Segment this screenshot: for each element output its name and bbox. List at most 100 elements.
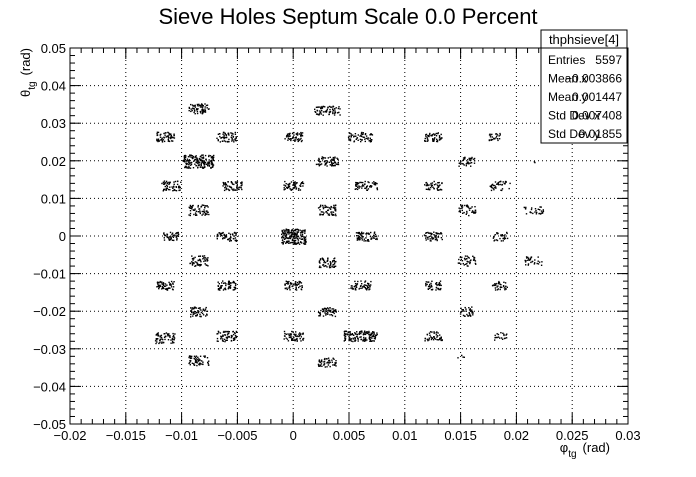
data-point: [283, 230, 286, 232]
data-point: [162, 139, 165, 141]
data-point: [292, 136, 294, 138]
data-point: [226, 141, 229, 143]
data-point: [469, 162, 471, 164]
data-point: [318, 157, 320, 160]
data-point: [157, 281, 159, 283]
data-point: [292, 187, 295, 189]
data-point: [195, 161, 197, 163]
data-point: [212, 164, 215, 166]
data-point: [284, 138, 286, 140]
data-point: [220, 137, 222, 139]
data-point: [428, 338, 430, 341]
data-point: [431, 233, 433, 235]
data-point: [424, 140, 426, 142]
data-point: [470, 162, 473, 164]
data-point: [293, 229, 295, 232]
data-point: [222, 289, 225, 291]
data-point: [369, 140, 372, 142]
data-point: [504, 287, 506, 289]
data-point: [194, 261, 196, 263]
data-point: [283, 241, 285, 243]
data-point: [538, 261, 541, 263]
data-point: [436, 140, 439, 143]
stats-row-value: 0.007408: [572, 109, 622, 123]
data-point: [315, 106, 318, 108]
data-point: [203, 209, 205, 211]
data-point: [488, 134, 491, 136]
data-point: [344, 338, 347, 340]
data-point: [335, 260, 337, 263]
data-point: [461, 209, 463, 212]
data-point: [200, 315, 202, 318]
data-point: [360, 336, 362, 338]
data-point: [319, 262, 321, 264]
data-point: [199, 364, 201, 366]
data-point: [348, 135, 350, 137]
data-point: [296, 284, 298, 286]
data-point: [364, 133, 367, 135]
data-point: [296, 234, 298, 237]
data-point: [508, 187, 510, 190]
data-point: [334, 362, 336, 364]
data-point: [185, 162, 187, 164]
data-point: [156, 138, 158, 140]
data-point: [201, 210, 203, 213]
data-point: [529, 258, 532, 261]
data-point: [357, 232, 359, 234]
data-point: [216, 238, 218, 240]
data-point: [326, 108, 328, 111]
x-tick-label: −0.02: [54, 428, 87, 443]
data-point: [327, 259, 329, 261]
data-point: [223, 282, 225, 284]
data-point: [440, 133, 442, 136]
data-point: [324, 206, 326, 209]
data-point: [343, 334, 346, 336]
data-point: [359, 186, 361, 188]
data-point: [187, 163, 189, 165]
data-point: [201, 160, 203, 162]
data-point: [202, 361, 204, 363]
data-point: [293, 283, 295, 285]
data-point: [533, 161, 536, 163]
data-point: [305, 238, 307, 240]
x-tick-label: 0: [290, 428, 297, 443]
data-point: [285, 183, 287, 185]
data-point: [169, 283, 172, 285]
data-point: [468, 261, 470, 263]
data-point: [158, 335, 160, 337]
data-point: [203, 260, 205, 263]
data-point: [494, 234, 496, 236]
data-point: [281, 230, 283, 233]
data-point: [198, 363, 200, 366]
data-point: [165, 335, 167, 338]
data-point: [433, 140, 435, 142]
data-point: [323, 261, 325, 264]
data-point: [349, 333, 351, 335]
data-point: [334, 108, 336, 110]
data-point: [431, 135, 433, 137]
data-point: [322, 158, 324, 160]
data-point: [497, 139, 499, 142]
data-point: [219, 135, 221, 138]
data-point: [173, 239, 175, 242]
data-point: [171, 140, 173, 142]
data-point: [319, 112, 321, 114]
data-point: [435, 234, 437, 236]
data-point: [224, 282, 226, 284]
data-point: [189, 154, 191, 157]
data-point: [295, 233, 297, 236]
data-point: [298, 243, 301, 245]
data-point: [434, 137, 436, 139]
data-point: [161, 342, 163, 344]
data-point: [294, 281, 297, 283]
data-point: [171, 235, 173, 237]
data-point: [295, 187, 298, 189]
data-point: [359, 336, 361, 338]
data-point: [364, 280, 367, 282]
y-tick-label: 0.03: [41, 116, 66, 131]
data-point: [203, 355, 205, 357]
data-point: [229, 237, 232, 239]
data-point: [438, 288, 440, 291]
data-point: [290, 337, 293, 339]
data-point: [194, 163, 196, 165]
